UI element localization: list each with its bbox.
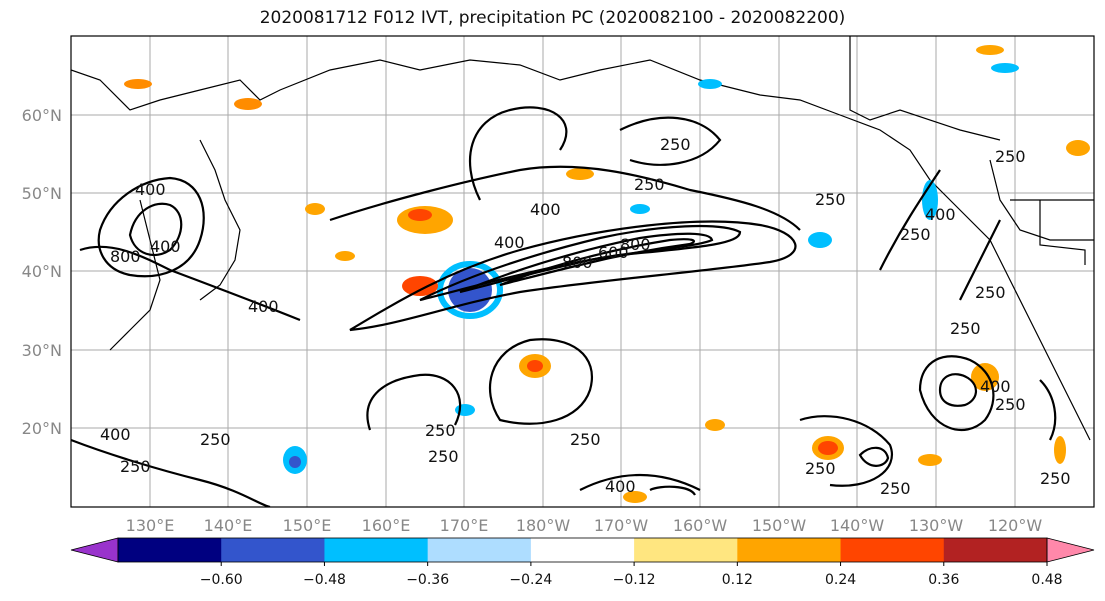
contour-label-250: 250 (200, 430, 231, 449)
colorbar-segment (737, 538, 842, 562)
colorbar-segment (427, 538, 532, 562)
colorbar-extend-max (1046, 537, 1095, 563)
contour-label-400: 400 (530, 200, 561, 219)
colorbar-tick-label: −0.48 (303, 572, 346, 588)
longitude-label: 130°E (126, 516, 175, 535)
coastlines (71, 36, 1094, 441)
contour-label-400: 400 (100, 425, 131, 444)
longitude-label: 170°W (594, 516, 649, 535)
contour-label-800: 800 (110, 247, 141, 266)
colorbar-tick-label: 0.24 (825, 572, 856, 588)
longitude-label: 170°E (440, 516, 489, 535)
colorbar-segment (840, 538, 945, 562)
contour-label-250: 250 (975, 283, 1006, 302)
colorbar-tick-label: −0.60 (200, 572, 243, 588)
colorbar-tick-label: −0.12 (613, 572, 656, 588)
contour-label-400: 400 (980, 377, 1011, 396)
contour-label-400: 400 (925, 205, 956, 224)
longitude-label: 150°E (283, 516, 332, 535)
longitude-label: 140°E (204, 516, 253, 535)
contour-labels: 250 250 250 250 250 250 250 250 250 250 … (100, 135, 1071, 498)
ivt-contours (71, 106, 1057, 507)
contour-label-250: 250 (995, 147, 1026, 166)
colorbar-segment (530, 538, 635, 562)
latitude-label: 30°N (22, 341, 62, 360)
contour-label-250: 250 (1040, 469, 1071, 488)
longitude-label: 140°W (830, 516, 885, 535)
colorbar-tick-label: 0.48 (1031, 572, 1062, 588)
contour-label-600: 600 (598, 243, 629, 262)
colorbar-tick-label: −0.24 (509, 572, 552, 588)
colorbar-segment (943, 538, 1048, 562)
longitude-labels: 130°E 140°E 150°E 160°E 170°E 180°W 170°W 160°W… (126, 516, 1043, 535)
colorbar-tick-label: 0.12 (722, 572, 753, 588)
map-title: 2020081712 F012 IVT, precipitation PC (2… (259, 8, 846, 28)
latitude-label: 20°N (22, 419, 62, 438)
colorbar-segment (118, 538, 222, 562)
latitude-label: 40°N (22, 262, 62, 281)
longitude-label: 180°W (516, 516, 571, 535)
longitude-label: 150°W (752, 516, 807, 535)
map-frame (70, 35, 1095, 508)
colorbar-tick-label: −0.36 (406, 572, 449, 588)
contour-label-250: 250 (120, 457, 151, 476)
contour-label-250: 250 (570, 430, 601, 449)
contour-label-400: 400 (605, 477, 636, 496)
colorbar-segment (324, 538, 429, 562)
longitude-label: 120°W (988, 516, 1043, 535)
contour-label-400: 400 (150, 237, 181, 256)
contour-label-250: 250 (995, 395, 1026, 414)
latitude-label: 50°N (22, 184, 62, 203)
contour-label-400: 400 (248, 297, 279, 316)
contour-label-250: 250 (950, 319, 981, 338)
contour-label-250: 250 (425, 421, 456, 440)
contour-label-250: 250 (900, 225, 931, 244)
colorbar-segment (221, 538, 325, 562)
contour-label-400: 400 (494, 233, 525, 252)
contour-label-250: 250 (880, 479, 911, 498)
longitude-label: 130°W (909, 516, 964, 535)
colorbar-extend-min (70, 537, 119, 563)
latitude-labels: 60°N 50°N 40°N 30°N 20°N (22, 106, 62, 438)
longitude-label: 160°W (673, 516, 728, 535)
colorbar: −0.60 −0.48 −0.36 −0.24 −0.12 0.12 0.24 0.36 0.4… (70, 537, 1095, 588)
latitude-label: 60°N (22, 106, 62, 125)
colorbar-tick-label: 0.36 (928, 572, 959, 588)
longitude-label: 160°E (362, 516, 411, 535)
contour-label-250: 250 (660, 135, 691, 154)
contour-label-250: 250 (634, 175, 665, 194)
contour-label-800: 800 (562, 253, 593, 272)
contour-label-400: 400 (135, 180, 166, 199)
contour-label-250: 250 (815, 190, 846, 209)
contour-label-250: 250 (428, 447, 459, 466)
colorbar-segment (634, 538, 738, 562)
contour-label-800: 800 (620, 235, 651, 254)
contour-label-250: 250 (805, 459, 836, 478)
